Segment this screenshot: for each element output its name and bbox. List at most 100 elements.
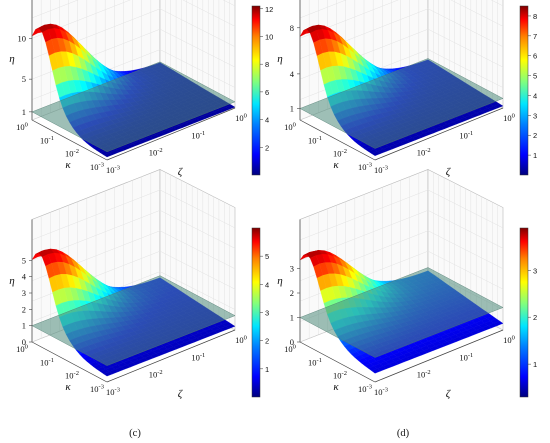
x-tick-label: 100 (503, 113, 515, 124)
y-tick-label: 100 (16, 344, 28, 355)
z-axis-label: η (9, 53, 14, 65)
y-axis (31, 119, 108, 161)
x-axis (374, 329, 504, 383)
colorbar: 1 2 3 4 5 (251, 227, 269, 398)
x-tick-label: 100 (235, 335, 247, 346)
z-tick-label: 4 (22, 272, 27, 282)
x-tick-label: 10-1 (191, 352, 205, 363)
y-axis (299, 341, 376, 383)
z-tick-label: 2 (22, 304, 26, 314)
x-tick-label: 10-3 (106, 387, 120, 398)
panel-a: 105110010-110-210-310-310-210-1100ηκζ(a)… (9, 0, 273, 217)
colorbar-tick-label: 3 (533, 111, 537, 120)
colorbar: 1 2 3 4 5 6 7 8 (519, 5, 537, 176)
x-axis-label: ζ (178, 166, 184, 178)
colorbar-tick-label: 8 (265, 60, 269, 69)
x-tick-label: 10-3 (106, 165, 120, 176)
panel-b: 84110010-110-210-310-310-210-1100ηκζ(b)1… (277, 0, 537, 217)
y-tick-label: 10-2 (333, 370, 347, 381)
z-axis-label: η (277, 275, 282, 287)
colorbar-tick-label: 12 (265, 5, 273, 14)
reference-plane (299, 58, 504, 149)
x-axis-label: ζ (446, 388, 452, 400)
colorbar-tick-label: 2 (265, 143, 269, 152)
reference-plane (299, 267, 504, 358)
z-tick-label: 2 (290, 288, 294, 298)
colorbar-tick-label: 4 (533, 91, 537, 100)
y-tick-label: 10-2 (65, 370, 79, 381)
x-axis-label: ζ (446, 166, 452, 178)
colorbar-tick-label: 2 (265, 337, 269, 346)
y-tick-label: 10-1 (40, 357, 54, 368)
x-tick-label: 10-3 (374, 165, 388, 176)
colorbar-tick-label: 6 (533, 52, 537, 61)
colorbar-tick-label: 4 (265, 280, 269, 289)
colorbar-tick-label: 1 (533, 151, 537, 160)
y-tick-label: 10-3 (90, 162, 104, 173)
y-tick-label: 10-3 (358, 384, 372, 395)
z-tick-label: 0 (22, 337, 26, 347)
x-tick-label: 10-2 (149, 147, 163, 158)
colorbar-tick-label: 2 (533, 313, 537, 322)
x-tick-label: 10-2 (417, 369, 431, 380)
colorbar-tick-label: 7 (533, 32, 537, 41)
z-tick-label: 1 (290, 313, 294, 323)
z-tick-label: 3 (290, 264, 294, 274)
z-tick-label: 10 (18, 33, 27, 43)
x-tick-label: 10-1 (191, 130, 205, 141)
surface-patch (103, 152, 114, 158)
x-tick-label: 10-1 (459, 352, 473, 363)
colorbar-tick-label: 5 (533, 72, 537, 81)
colorbar-tick-label: 2 (533, 131, 537, 140)
y-tick-label: 10-2 (333, 148, 347, 159)
x-tick-label: 10-1 (459, 130, 473, 141)
colorbar-tick-label: 5 (265, 252, 269, 261)
y-tick-label: 10-3 (358, 162, 372, 173)
surface-patch (371, 151, 382, 156)
z-tick-label: 5 (22, 74, 26, 84)
colorbar-tick-label: 8 (533, 12, 537, 21)
y-tick-label: 10-1 (40, 135, 54, 146)
z-tick-label: 3 (22, 288, 26, 298)
panel-label: (c) (129, 428, 141, 439)
z-tick-label: 1 (22, 107, 26, 117)
z-tick-label: 1 (22, 321, 26, 331)
y-axis-label: κ (65, 159, 71, 171)
surface-patch (371, 368, 382, 374)
colorbar-tick-label: 3 (533, 266, 537, 275)
y-axis-label: κ (333, 159, 339, 171)
y-tick-label: 10-2 (65, 148, 79, 159)
z-axis-label: η (277, 53, 282, 65)
x-axis (106, 329, 236, 383)
y-tick-label: 10-1 (308, 135, 322, 146)
z-tick-label: 5 (22, 255, 26, 265)
y-tick-label: 10-3 (90, 384, 104, 395)
z-tick-label: 4 (290, 69, 295, 79)
colorbar-tick-label: 6 (265, 88, 269, 97)
y-tick-label: 100 (284, 344, 296, 355)
x-tick-label: 10-2 (149, 369, 163, 380)
x-tick-label: 100 (235, 113, 247, 124)
reference-plane (31, 61, 236, 153)
x-tick-label: 100 (503, 335, 515, 346)
x-tick-label: 10-2 (417, 147, 431, 158)
y-axis (299, 119, 376, 161)
x-axis (106, 107, 236, 161)
z-tick-label: 1 (290, 103, 294, 113)
surface-patch (103, 371, 114, 377)
y-tick-label: 10-1 (308, 357, 322, 368)
y-tick-label: 100 (16, 122, 28, 133)
colorbar-tick-label: 1 (533, 360, 537, 369)
y-axis-label: κ (333, 381, 339, 393)
colorbar-tick-label: 1 (265, 365, 269, 374)
y-axis (31, 341, 108, 383)
z-tick-label: 0 (290, 337, 294, 347)
x-axis-label: ζ (178, 388, 184, 400)
colorbar-tick-label: 4 (265, 116, 269, 125)
colorbar: 2 4 6 8 10 12 (251, 5, 273, 176)
panel-label: (d) (397, 428, 410, 439)
z-axis-label: η (9, 275, 14, 287)
